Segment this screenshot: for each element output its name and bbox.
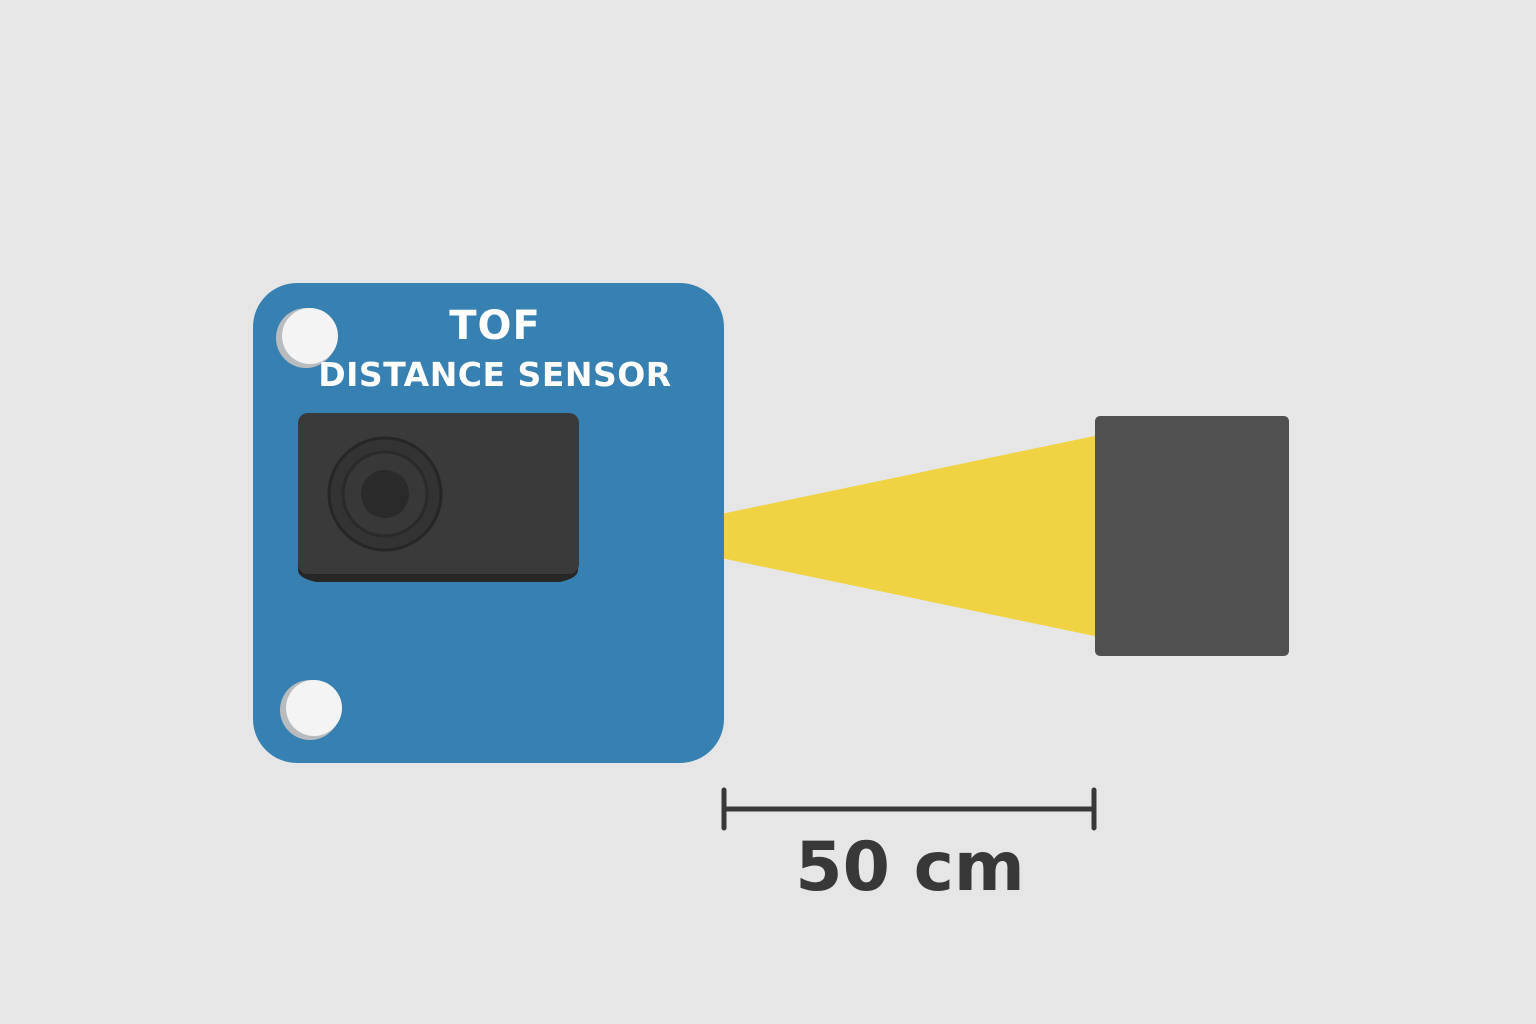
distance-label: 50 cm: [795, 828, 1025, 907]
sensor-title: TOF: [449, 303, 541, 349]
light-beam: [616, 434, 1104, 638]
sensor-module: [298, 413, 579, 582]
dimension-line: [721, 787, 1097, 831]
sensor-subtitle: DISTANCE SENSOR: [318, 355, 672, 394]
sensor-board: [253, 283, 724, 763]
target-object: [1095, 416, 1289, 656]
lens-core: [361, 470, 409, 518]
mounting-hole-bottom: [280, 680, 342, 740]
mounting-hole-top: [276, 308, 338, 368]
